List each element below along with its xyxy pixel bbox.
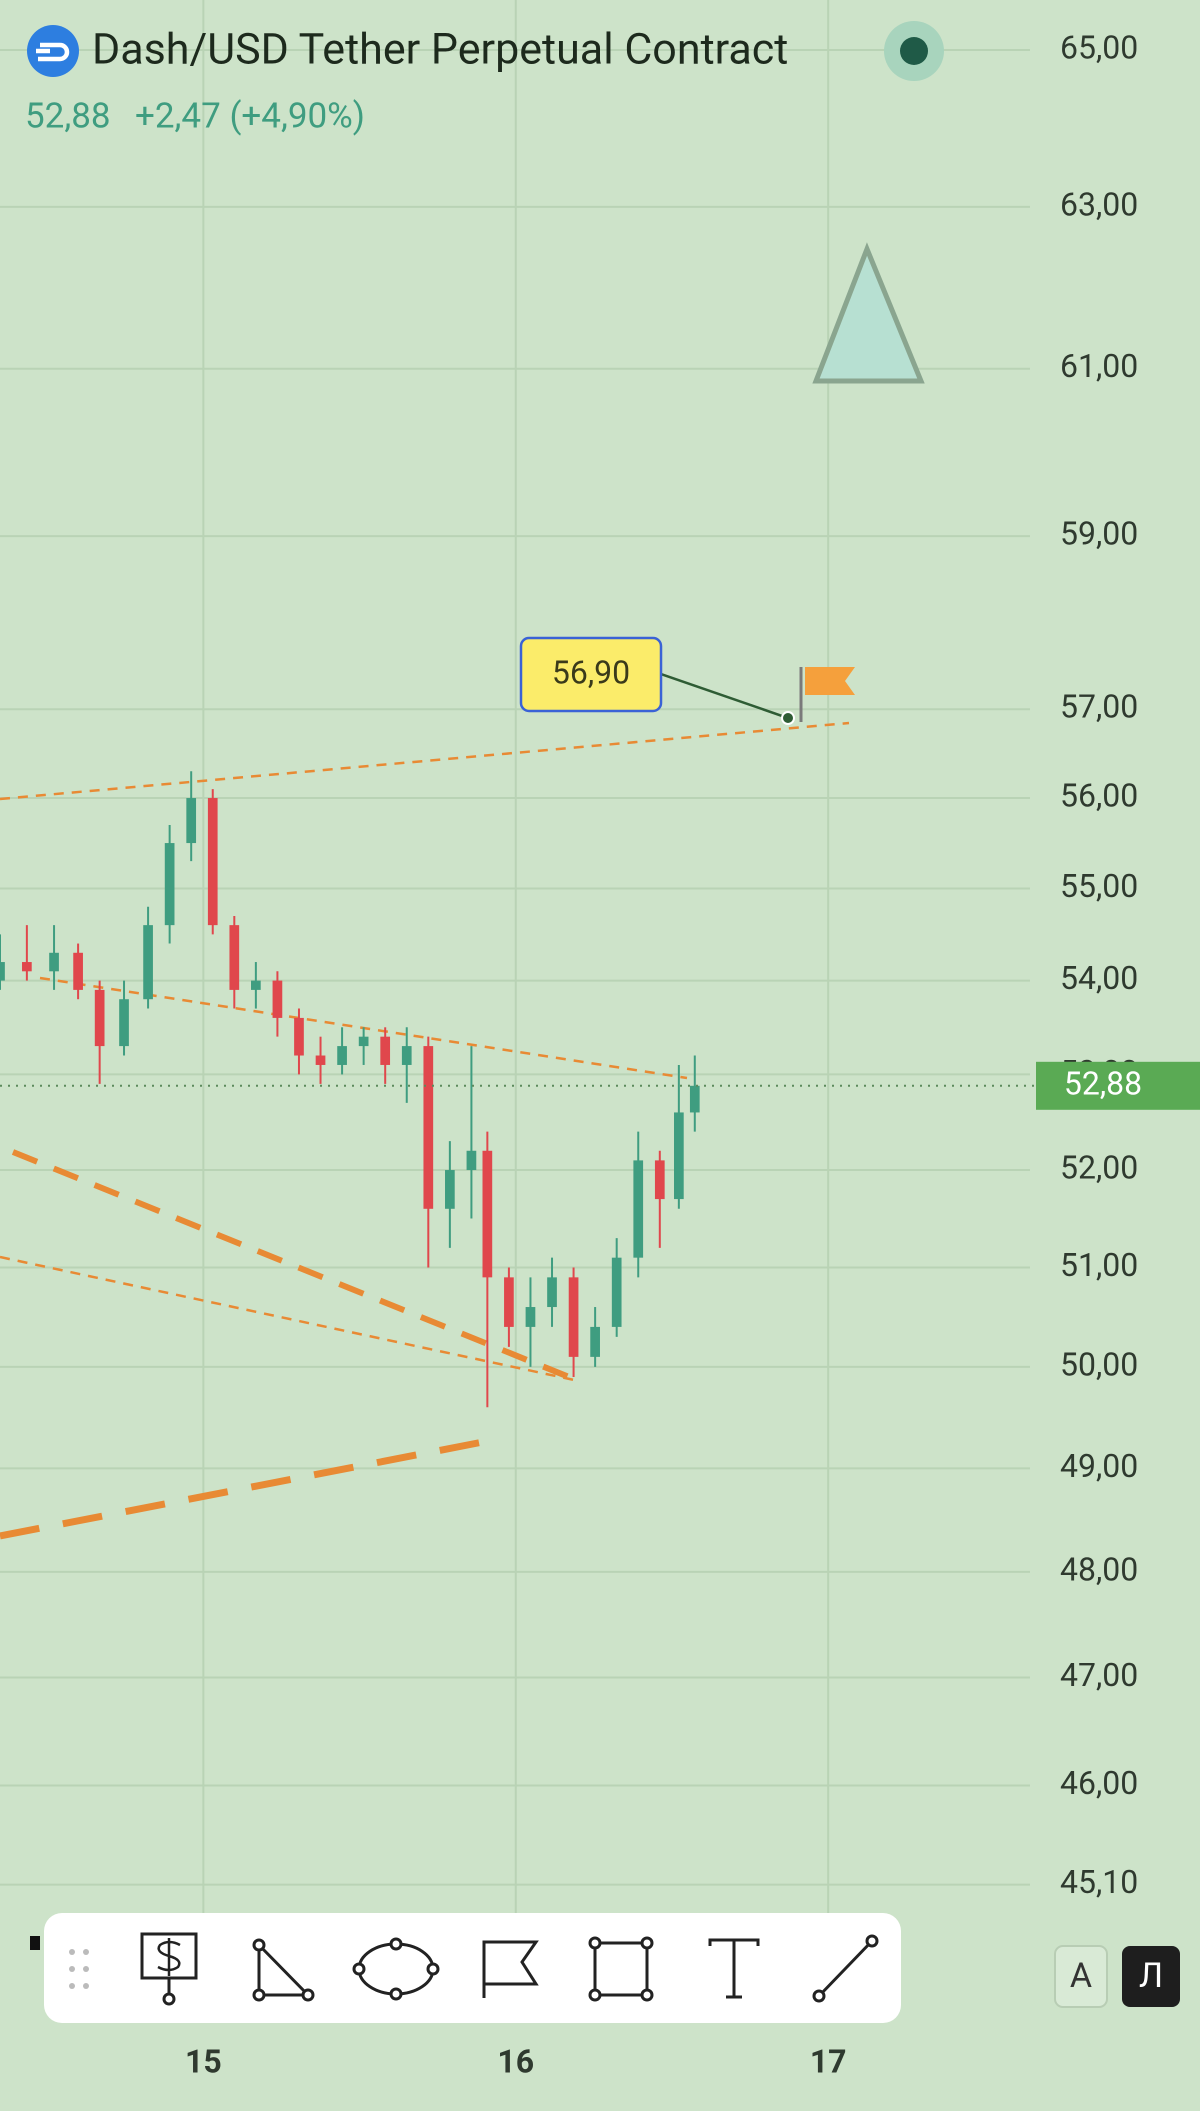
candle-body [229,925,240,990]
triangle-tool[interactable] [252,1938,315,2002]
log-scale-button[interactable] [1122,1946,1180,2007]
line-tool[interactable] [812,1934,879,2003]
toolbar-panel [44,1913,901,2023]
status-dot [900,37,928,65]
y-tick-label: 59,00 [1060,515,1138,553]
candle-body [674,1112,684,1200]
candle-body [401,1046,412,1065]
candle-body [0,962,5,981]
candle-body [22,962,32,972]
log-scale-label: Л [1139,1956,1163,1996]
marker [30,1936,40,1950]
y-tick-label: 45,10 [1060,1863,1138,1901]
last-price-box [1036,1061,1200,1110]
price-tool[interactable] [140,1932,198,2006]
candle-body [611,1257,622,1327]
trend-line [0,1437,489,1540]
candle-body [315,1055,326,1065]
trend-line [0,721,850,801]
drawing-toolbar: A Л [30,1913,1180,2023]
y-tick-label: 57,00 [1060,688,1138,726]
candle-body [590,1326,600,1357]
y-tick-label: 49,00 [1060,1447,1138,1485]
candle-body [547,1277,557,1308]
candle-body [654,1160,665,1200]
y-tick-label: 50,00 [1060,1345,1138,1383]
x-axis: 15 16 17 [185,2042,847,2080]
candle-body [568,1277,579,1357]
candle-body [207,798,218,926]
drag-handle[interactable] [69,1949,89,1989]
symbol-title: Dash/USD Tether Perpetual Contract [92,24,788,74]
y-tick-label: 47,00 [1060,1656,1138,1694]
text-tool[interactable] [708,1938,760,1999]
y-tick-label: 46,00 [1060,1764,1138,1802]
y-tick-label: 63,00 [1060,185,1138,223]
grid [0,0,1030,2020]
last-price: 52,88 [25,95,111,136]
triangle-drawing [812,242,925,384]
candle-body [525,1307,536,1327]
candle-body [186,798,197,844]
y-tick-label: 51,00 [1060,1246,1138,1284]
header: Dash/USD Tether Perpetual Contract 52,88… [25,21,944,136]
candle-body [119,999,129,1047]
candle-body [504,1277,514,1327]
candle-body [272,980,283,1018]
candle-body [49,952,59,972]
candle-body [466,1150,477,1171]
candle-body [73,952,83,990]
rectangle-tool[interactable] [588,1936,654,2002]
candle-body [143,925,153,1000]
trend-line [11,1149,581,1384]
price-change: +2,47 (+4,90%) [135,95,365,136]
candle-body [445,1170,455,1209]
x-tick-label: 15 [185,2042,222,2080]
x-tick-label: 17 [810,2042,847,2080]
candle-body [633,1160,644,1258]
candle-body [294,1017,304,1056]
y-tick-label: 52,00 [1060,1148,1138,1186]
candle-body [358,1036,369,1047]
y-axis: 65,00 63,00 61,00 59,00 57,00 56,00 55,00 54,00… [0,28,1200,1901]
y-tick-label: 54,00 [1060,959,1138,997]
auto-scale-button[interactable] [1054,1945,1108,2008]
price-annotation: 56,90 [519,636,795,726]
callout-box [519,636,663,713]
coin-icon [27,25,79,77]
candle-body [337,1046,347,1065]
candle-body [689,1085,700,1113]
candle-body [94,989,105,1047]
candle-body [423,1046,434,1209]
candle-body [164,843,175,926]
ellipse-tool[interactable] [352,1937,440,2001]
y-tick-label: 48,00 [1060,1550,1138,1588]
y-tick-label: 61,00 [1060,347,1138,385]
callout-anchor [781,711,795,726]
candle-body [251,980,261,990]
flag-drawing [799,667,855,722]
candle-body [380,1036,391,1065]
y-tick-label: 56,00 [1060,776,1138,814]
callout-label: 56,90 [552,653,630,691]
last-price-label: 52,88 [1064,1064,1142,1102]
callout-line [660,672,789,720]
y-tick-label: 55,00 [1060,867,1138,905]
coin-icon-glyph [36,42,70,62]
auto-scale-label: A [1070,1956,1092,1996]
flag [805,667,855,695]
flag-tool[interactable] [482,1940,539,1998]
y-tick-label: 65,00 [1060,28,1138,66]
candles [0,771,700,1408]
trend-line [0,1255,580,1383]
x-tick-label: 16 [497,2042,534,2080]
candle-body [482,1150,493,1278]
